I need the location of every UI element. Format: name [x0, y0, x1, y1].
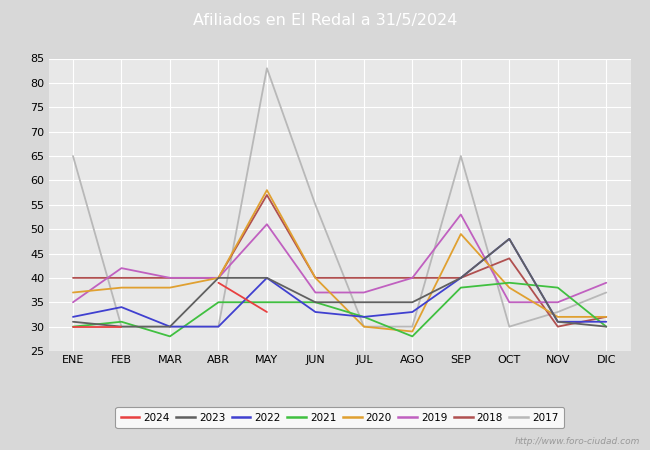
Text: Afiliados en El Redal a 31/5/2024: Afiliados en El Redal a 31/5/2024 — [193, 13, 457, 28]
Legend: 2024, 2023, 2022, 2021, 2020, 2019, 2018, 2017: 2024, 2023, 2022, 2021, 2020, 2019, 2018… — [116, 407, 564, 428]
Text: http://www.foro-ciudad.com: http://www.foro-ciudad.com — [515, 436, 640, 446]
